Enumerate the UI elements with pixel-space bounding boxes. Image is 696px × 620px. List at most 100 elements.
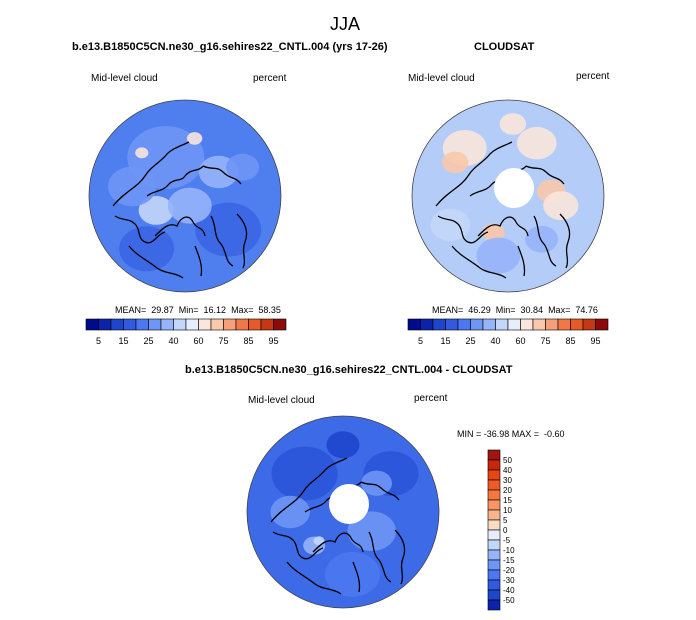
colorbar-swatch bbox=[570, 318, 584, 331]
colorbar-swatch bbox=[123, 318, 137, 331]
colorbar-swatch bbox=[487, 589, 501, 601]
map-field-patch bbox=[226, 153, 260, 181]
colorbar-swatch bbox=[110, 318, 124, 331]
colorbar-tick-label: 50 bbox=[503, 456, 512, 465]
colorbar-swatch bbox=[487, 569, 501, 581]
map-field-patch bbox=[271, 446, 338, 501]
colorbar-tick-label: 15 bbox=[440, 336, 450, 346]
colorbar-tick-label: 75 bbox=[218, 336, 228, 346]
colorbar-tick-label: -40 bbox=[503, 586, 515, 595]
map-field-patch bbox=[430, 208, 471, 241]
map-field-patch bbox=[138, 196, 174, 225]
colorbar-swatch bbox=[273, 318, 287, 331]
colorbar-tick-label: 30 bbox=[503, 476, 512, 485]
coastline bbox=[286, 561, 342, 595]
map-field-patch bbox=[167, 187, 212, 224]
missing-data-polar-hole bbox=[494, 168, 534, 208]
coastline bbox=[114, 215, 166, 244]
colorbar-swatch bbox=[487, 489, 501, 501]
map-field-patch bbox=[543, 191, 579, 220]
map-field-patch bbox=[326, 431, 360, 459]
colorbar-swatch bbox=[557, 318, 571, 331]
colorbar-swatch bbox=[487, 509, 501, 521]
colorbar-tick-label: 25 bbox=[465, 336, 475, 346]
obs-units-label: percent bbox=[576, 71, 610, 82]
colorbar-swatch bbox=[248, 318, 262, 331]
map-field-patch bbox=[482, 223, 505, 242]
obs-polar-map bbox=[411, 99, 605, 293]
colorbar-tick-label: 5 bbox=[96, 336, 101, 346]
map-field-patch bbox=[325, 551, 381, 597]
colorbar-swatch bbox=[407, 318, 421, 331]
colorbar-swatch bbox=[487, 549, 501, 561]
map-field-patch bbox=[108, 166, 157, 207]
colorbar-swatch bbox=[235, 318, 249, 331]
colorbar-swatch bbox=[487, 559, 501, 571]
colorbar-swatch bbox=[185, 318, 199, 331]
map-field-patch bbox=[135, 147, 149, 159]
coastline bbox=[112, 141, 190, 207]
map-field-patch bbox=[270, 495, 310, 529]
model-variable-label: Mid-level cloud bbox=[91, 73, 158, 84]
map-field-patch bbox=[499, 113, 526, 135]
missing-data-polar-hole bbox=[329, 484, 369, 524]
colorbar-swatch bbox=[198, 318, 212, 331]
coastline bbox=[360, 481, 400, 501]
colorbar-swatch bbox=[470, 318, 484, 331]
colorbar-tick-label: -30 bbox=[503, 576, 515, 585]
colorbar-swatch bbox=[135, 318, 149, 331]
colorbar-swatch bbox=[495, 318, 509, 331]
colorbar-tick-label: 95 bbox=[268, 336, 278, 346]
colorbar-tick-label: 40 bbox=[503, 466, 512, 475]
model-colorbar: 5 15 25 40 60 75 85 95 bbox=[85, 318, 287, 346]
colorbar-swatch bbox=[532, 318, 546, 331]
obs-colorbar: 5 15 25 40 60 75 85 95 bbox=[407, 318, 609, 346]
coastline bbox=[368, 531, 392, 583]
colorbar-tick-label: 40 bbox=[490, 336, 500, 346]
colorbar-swatch bbox=[487, 479, 501, 491]
model-units-label: percent bbox=[253, 73, 287, 84]
model-polar-map bbox=[88, 99, 282, 293]
coastline bbox=[352, 561, 361, 593]
diff-variable-label: Mid-level cloud bbox=[248, 395, 315, 406]
colorbar-tick-label: 10 bbox=[503, 506, 512, 515]
coastline bbox=[394, 529, 406, 585]
colorbar-tick-label: 60 bbox=[515, 336, 525, 346]
map-field-patch bbox=[119, 226, 175, 272]
coastline bbox=[437, 215, 489, 244]
colorbar-swatch bbox=[482, 318, 496, 331]
colorbar-swatch bbox=[487, 499, 501, 511]
colorbar-tick-label: 75 bbox=[540, 336, 550, 346]
coastline bbox=[533, 215, 557, 267]
colorbar-swatch bbox=[223, 318, 237, 331]
colorbar-tick-label: -15 bbox=[503, 556, 515, 565]
colorbar-tick-label: -20 bbox=[503, 566, 515, 575]
colorbar-swatch bbox=[173, 318, 187, 331]
map-boundary bbox=[411, 99, 605, 293]
colorbar-tick-label: -5 bbox=[503, 536, 511, 545]
diff-panel-title: b.e13.B1850C5CN.ne30_g16.sehires22_CNTL.… bbox=[185, 364, 513, 376]
coastline bbox=[451, 245, 507, 279]
colorbar-swatch bbox=[98, 318, 112, 331]
colorbar-tick-label: 15 bbox=[118, 336, 128, 346]
map-field-patch bbox=[525, 225, 559, 253]
figure-season-title: JJA bbox=[330, 14, 361, 34]
diff-polar-map bbox=[246, 415, 440, 609]
map-field-patch bbox=[476, 237, 521, 274]
obs-variable-label: Mid-level cloud bbox=[408, 73, 475, 84]
colorbar-swatch bbox=[487, 519, 501, 531]
coastline bbox=[154, 216, 206, 237]
coastline bbox=[477, 216, 529, 237]
colorbar-swatch bbox=[487, 529, 501, 541]
colorbar-swatch bbox=[85, 318, 99, 331]
colorbar-tick-label: 0 bbox=[503, 526, 508, 535]
colorbar-swatch bbox=[210, 318, 224, 331]
map-field-patch bbox=[347, 511, 396, 551]
map-boundary bbox=[88, 99, 282, 293]
colorbar-swatch bbox=[582, 318, 596, 331]
coastline bbox=[272, 531, 324, 560]
map-boundary bbox=[246, 415, 440, 609]
colorbar-swatch bbox=[545, 318, 559, 331]
colorbar-swatch bbox=[595, 318, 609, 331]
